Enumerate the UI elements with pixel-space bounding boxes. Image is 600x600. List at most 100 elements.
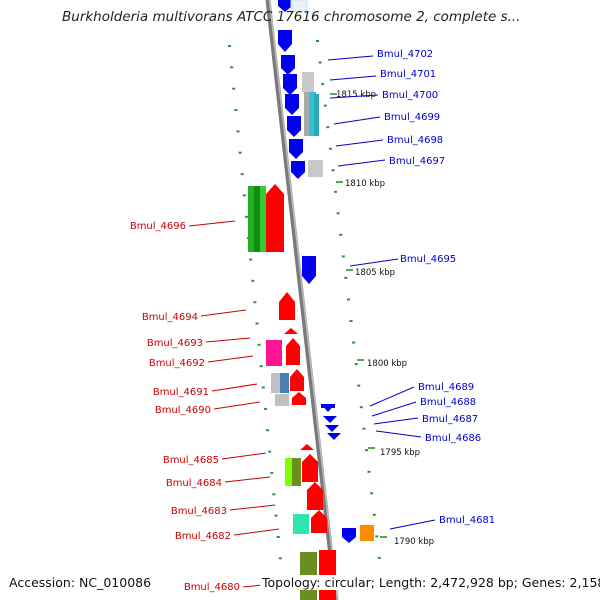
gene-feature[interactable] <box>311 510 327 533</box>
gene-feature[interactable] <box>283 74 297 95</box>
scale-label: 1800 kbp <box>367 359 407 369</box>
gene-label[interactable]: Bmul_4700 <box>382 90 438 101</box>
gene-feature[interactable] <box>309 92 316 136</box>
gene-feature[interactable] <box>254 186 260 252</box>
gene-feature[interactable] <box>325 425 339 432</box>
gene-label[interactable]: Bmul_4702 <box>377 49 433 60</box>
track-dot <box>352 341 356 344</box>
gene-label[interactable]: Bmul_4682 <box>175 531 231 542</box>
gene-feature[interactable] <box>302 256 316 284</box>
gene-feature[interactable] <box>302 72 314 92</box>
gene-feature[interactable] <box>327 433 341 440</box>
track-dot <box>253 301 257 304</box>
track-dot <box>321 83 325 86</box>
gene-label[interactable]: Bmul_4701 <box>380 69 436 80</box>
gene-feature[interactable] <box>290 369 304 391</box>
track-dot <box>375 535 379 538</box>
gene-feature[interactable] <box>291 161 305 179</box>
gene-feature[interactable] <box>289 139 303 159</box>
gene-feature[interactable] <box>308 160 323 177</box>
track-dot <box>270 471 274 474</box>
gene-feature[interactable] <box>293 514 309 534</box>
gene-label[interactable]: Bmul_4687 <box>422 414 478 425</box>
gene-feature[interactable] <box>286 338 300 365</box>
track-dot <box>272 493 276 496</box>
gene-feature[interactable] <box>278 30 292 52</box>
chromosome-backbone-highlight <box>268 0 339 600</box>
gene-feature[interactable] <box>292 458 301 486</box>
track-dot <box>336 212 340 215</box>
gene-feature[interactable] <box>285 94 299 115</box>
gene-label[interactable]: Bmul_4691 <box>153 387 209 398</box>
gene-feature[interactable] <box>284 328 298 334</box>
gene-feature[interactable] <box>292 392 306 405</box>
gene-feature[interactable] <box>323 416 337 423</box>
gene-label[interactable]: Bmul_4692 <box>149 358 205 369</box>
gene-label[interactable]: Bmul_4688 <box>420 397 476 408</box>
gene-feature[interactable] <box>260 186 266 252</box>
track-dot <box>261 386 265 389</box>
gene-feature[interactable] <box>278 0 292 12</box>
gene-label[interactable]: Bmul_4685 <box>163 455 219 466</box>
gene-feature[interactable] <box>266 340 282 366</box>
track-dot <box>349 320 353 322</box>
track-dot <box>244 215 248 218</box>
track-dot <box>242 194 246 197</box>
track-dot <box>240 173 244 176</box>
gene-feature[interactable] <box>302 454 318 482</box>
gene-feature[interactable] <box>271 373 281 393</box>
gene-label[interactable]: Bmul_4684 <box>166 478 222 489</box>
gene-feature[interactable] <box>300 444 314 450</box>
track-dot <box>257 343 261 346</box>
gene-feature[interactable] <box>281 55 295 75</box>
gene-label[interactable]: Bmul_4689 <box>418 382 474 393</box>
gene-feature[interactable] <box>360 525 374 541</box>
gene-feature[interactable] <box>279 292 295 320</box>
gene-label[interactable]: Bmul_4693 <box>147 338 203 349</box>
gene-label[interactable]: Bmul_4690 <box>155 405 211 416</box>
gene-label[interactable]: Bmul_4697 <box>389 156 445 167</box>
track-dot <box>377 556 381 559</box>
track-dot <box>323 104 327 107</box>
topology-text: Topology: circular; Length: 2,472,928 bp… <box>260 575 600 590</box>
track-dot <box>365 449 368 452</box>
gene-label[interactable]: Bmul_4680 <box>184 582 240 593</box>
scale-label: 1815 kbp <box>336 90 376 100</box>
track-dot <box>362 427 366 430</box>
track-dot <box>341 255 345 258</box>
gene-feature[interactable] <box>304 92 311 136</box>
track-dot <box>268 450 272 453</box>
gene-label[interactable]: Bmul_4696 <box>130 221 186 232</box>
forward-gene-labels: Bmul_4702 Bmul_4701 Bmul_4700 Bmul_4699 … <box>327 49 495 530</box>
gene-feature[interactable] <box>307 482 323 510</box>
gene-label[interactable]: Bmul_4681 <box>439 515 495 526</box>
chromosome-backbone <box>265 0 339 600</box>
track-dot <box>230 66 234 69</box>
gene-label[interactable]: Bmul_4683 <box>171 506 227 517</box>
gene-feature[interactable] <box>287 116 301 137</box>
track-dot <box>234 109 238 111</box>
track-dot <box>264 407 267 410</box>
track-dot <box>328 147 332 150</box>
gene-feature[interactable] <box>275 394 289 406</box>
gene-feature[interactable] <box>280 373 289 393</box>
gene-feature[interactable] <box>314 94 319 136</box>
gene-feature[interactable] <box>266 184 284 252</box>
gene-label[interactable]: Bmul_4698 <box>387 135 443 146</box>
track-dot <box>367 470 371 473</box>
track-dot <box>318 61 322 64</box>
gene-feature[interactable] <box>285 458 293 486</box>
track-dot <box>276 536 280 538</box>
scale-label: 1795 kbp <box>380 448 420 458</box>
track-dot <box>357 384 361 387</box>
gene-label[interactable]: Bmul_4695 <box>400 254 456 265</box>
gene-feature[interactable] <box>342 528 356 543</box>
gene-feature[interactable] <box>248 186 254 252</box>
gene-label[interactable]: Bmul_4699 <box>384 112 440 123</box>
gene-label[interactable]: Bmul_4686 <box>425 433 481 444</box>
gene-label[interactable]: Bmul_4694 <box>142 312 198 323</box>
track-dot <box>372 513 376 516</box>
accession-text: Accession: NC_010086 <box>9 575 152 590</box>
gene-feature[interactable] <box>321 404 335 408</box>
gene-feature[interactable] <box>290 0 308 13</box>
